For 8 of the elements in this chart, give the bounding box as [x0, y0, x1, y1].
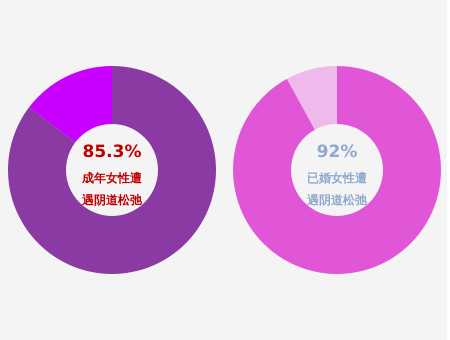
data-label: 92%	[316, 142, 358, 162]
text: 成年女性遭遇阴道松弛	[81, 171, 143, 207]
donut-slice	[286, 66, 337, 130]
data-label: 85.3%	[82, 142, 142, 162]
donut-slice	[8, 66, 216, 274]
donut-slice	[29, 66, 112, 142]
text: 已婚女性遭遇阴道松弛	[306, 171, 368, 207]
donut-slice	[233, 66, 441, 274]
